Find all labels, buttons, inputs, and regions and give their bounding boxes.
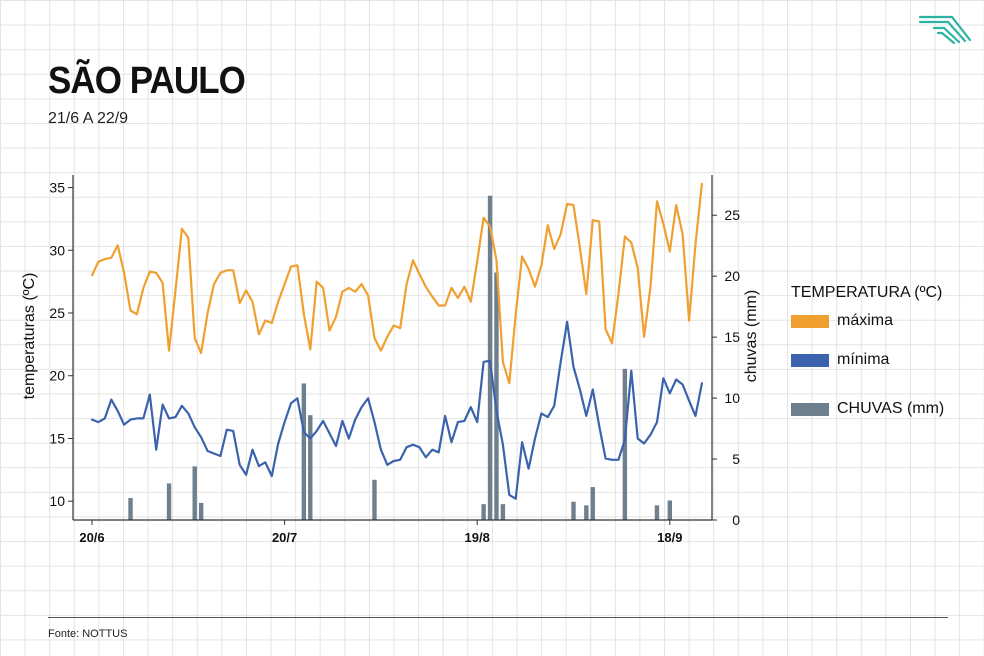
rain-bar [192, 466, 197, 520]
source-note: Fonte: NOTTUS [48, 628, 128, 640]
y-left-tick-label: 10 [49, 493, 65, 509]
y-right-tick-label: 20 [724, 268, 740, 284]
x-tick-label: 20/7 [272, 530, 297, 545]
rain-bar [301, 383, 307, 520]
y-right-tick-label: 5 [732, 451, 740, 467]
y-right-tick-label: 15 [724, 329, 740, 345]
legend-item-min: mínima [791, 351, 889, 369]
g1-stripes-logo-icon [918, 15, 972, 44]
legend-label-max: máxima [837, 312, 894, 329]
rain-bars-layer [128, 195, 672, 521]
legend-label-min: mínima [837, 351, 890, 368]
legend-item-max: máxima [791, 312, 893, 330]
rain-bar [372, 479, 377, 520]
date-range-subtitle: 21/6 A 22/9 [48, 110, 129, 127]
y-left-tick-label: 35 [49, 180, 65, 196]
rain-bar [487, 195, 493, 521]
legend-swatch-min [791, 353, 829, 367]
rain-bar [166, 483, 172, 520]
legend-swatch-rain [791, 402, 829, 416]
y-right-tick-label: 10 [724, 390, 740, 406]
y-left-tick-label: 15 [49, 430, 65, 446]
legend-item-rain: CHUVAS (mm) [791, 400, 944, 418]
rain-bar [481, 504, 486, 520]
page-title: SÃO PAULO [48, 60, 246, 102]
y-left-tick-label: 30 [49, 242, 65, 258]
rain-bar [654, 505, 660, 520]
x-tick-label: 20/6 [79, 530, 104, 545]
axes-layer: temperaturas (ºC) chuvas (mm) 10 15 20 25 30… [21, 175, 760, 545]
y-right-tick-label: 25 [724, 207, 740, 223]
legend-swatch-max [791, 314, 829, 328]
min-temperature-line [90, 320, 703, 500]
rain-bar [584, 505, 589, 520]
rain-bar [590, 487, 595, 520]
rain-bar [500, 504, 506, 520]
temperature-lines-layer [90, 182, 703, 500]
rain-bar [494, 272, 499, 520]
x-tick-label: 19/8 [465, 530, 490, 545]
y-left-tick-label: 20 [49, 368, 65, 384]
x-tick-label: 18/9 [657, 530, 682, 545]
rain-bar [308, 415, 313, 520]
rain-bar [198, 502, 204, 520]
y-right-tick-label: 0 [732, 512, 740, 528]
max-temperature-line [90, 182, 703, 385]
legend-title: TEMPERATURA (ºC) [791, 284, 943, 301]
y-axis-right-label: chuvas (mm) [743, 290, 760, 382]
footer-divider [48, 617, 948, 618]
legend-label-rain: CHUVAS (mm) [837, 400, 945, 417]
rain-bar [571, 501, 576, 520]
rain-bar [667, 500, 672, 520]
rain-bar [622, 368, 628, 520]
y-left-tick-label: 25 [49, 305, 65, 321]
rain-bar [128, 498, 133, 520]
y-axis-left-label: temperaturas (ºC) [21, 273, 38, 400]
